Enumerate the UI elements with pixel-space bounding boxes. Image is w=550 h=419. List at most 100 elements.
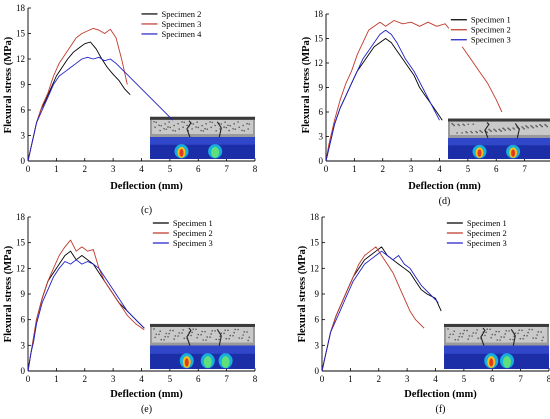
speckle-dot bbox=[173, 125, 175, 127]
speckle-dot bbox=[165, 333, 167, 335]
beam-top-edge bbox=[448, 119, 550, 122]
speckle-dot bbox=[181, 332, 183, 334]
legend-label: Specimen 3 bbox=[162, 19, 202, 29]
speckle-dot bbox=[458, 336, 460, 338]
speckle-dot bbox=[192, 123, 194, 125]
speckle-dot bbox=[153, 328, 155, 330]
speckle-dot bbox=[196, 337, 198, 339]
speckle-dot bbox=[485, 331, 487, 333]
speckle-dot bbox=[210, 333, 212, 335]
speckle-dot bbox=[238, 127, 240, 129]
speckle-dot bbox=[472, 332, 474, 334]
speckle-dot bbox=[228, 130, 230, 132]
speckle-dot bbox=[495, 331, 497, 333]
speckle-dot bbox=[232, 128, 234, 130]
speckle-dot bbox=[466, 330, 468, 332]
contour-band bbox=[150, 137, 255, 145]
speckle-dot bbox=[229, 125, 231, 127]
speckle-dot bbox=[200, 130, 202, 132]
speckle-dot bbox=[498, 331, 500, 333]
speckle-dot bbox=[528, 329, 530, 331]
speckle-dot bbox=[540, 331, 542, 333]
speckle-dot bbox=[168, 333, 170, 335]
speckle-dot bbox=[477, 338, 479, 340]
speckle-dot bbox=[225, 338, 227, 340]
speckle-dot bbox=[224, 121, 226, 123]
y-tick-label: 6 bbox=[21, 105, 26, 115]
legend-label: Specimen 2 bbox=[173, 228, 213, 238]
speckle-dot bbox=[192, 328, 194, 330]
x-tick-label: 3 bbox=[111, 374, 116, 384]
speckle-dot bbox=[494, 334, 496, 336]
speckle-dot bbox=[475, 332, 477, 334]
x-tick-label: 0 bbox=[26, 164, 31, 174]
speckle-dot bbox=[211, 122, 213, 124]
legend-label: Specimen 3 bbox=[467, 238, 507, 248]
x-tick-label: 5 bbox=[168, 374, 173, 384]
stress-hotspot bbox=[503, 356, 511, 368]
speckle-dot bbox=[499, 339, 501, 341]
x-tick-label: 6 bbox=[196, 164, 201, 174]
speckle-dot bbox=[468, 335, 470, 337]
speckle-dot bbox=[183, 122, 185, 124]
speckle-dot bbox=[463, 125, 465, 127]
speckle-dot bbox=[521, 330, 523, 332]
speckle-dot bbox=[224, 329, 226, 331]
speckle-dot bbox=[190, 335, 192, 337]
speckle-dot bbox=[195, 328, 197, 330]
x-tick-label: 2 bbox=[83, 374, 88, 384]
x-tick-label: 5 bbox=[466, 164, 471, 174]
speckle-dot bbox=[197, 334, 199, 336]
speckle-dot bbox=[209, 336, 211, 338]
speckle-dot bbox=[508, 330, 510, 332]
x-tick-label: 2 bbox=[377, 374, 382, 384]
speckle-dot bbox=[476, 329, 478, 331]
speckle-dot bbox=[458, 125, 460, 127]
chart-panel-e: 03691215180 1 2 3 4 5 6 7 8Flexural stress (MPa)… bbox=[3, 212, 258, 415]
x-tick-label: 6 bbox=[196, 374, 201, 384]
x-axis-label: Deflection (mm) bbox=[404, 389, 477, 400]
speckle-dot bbox=[153, 121, 155, 123]
speckle-dot bbox=[209, 121, 211, 123]
speckle-dot bbox=[182, 329, 184, 331]
speckle-dot bbox=[491, 334, 493, 336]
stress-hotspot bbox=[511, 149, 515, 157]
contour-band bbox=[150, 346, 255, 354]
speckle-dot bbox=[527, 127, 529, 129]
speckle-dot bbox=[234, 128, 236, 130]
y-tick-label: 0 bbox=[21, 366, 26, 376]
y-tick-label: 3 bbox=[319, 132, 324, 142]
speckle-dot bbox=[241, 130, 243, 132]
x-tick-label: 4 bbox=[139, 164, 144, 174]
speckle-dot bbox=[246, 331, 248, 333]
speckle-dot bbox=[155, 333, 157, 335]
speckle-dot bbox=[206, 128, 208, 130]
series-line-specimen-2 bbox=[28, 42, 130, 161]
x-tick-label: 2 bbox=[381, 164, 386, 174]
contour-band bbox=[448, 138, 550, 145]
speckle-dot bbox=[542, 336, 544, 338]
speckle-dot bbox=[191, 128, 193, 130]
speckle-dot bbox=[449, 333, 451, 335]
speckle-dot bbox=[466, 132, 468, 134]
speckle-dot bbox=[472, 123, 474, 125]
speckle-dot bbox=[248, 123, 250, 125]
series-line-specimen-2 bbox=[28, 240, 144, 371]
legend-label: Specimen 2 bbox=[467, 228, 507, 238]
inset-image bbox=[150, 324, 255, 369]
speckle-dot bbox=[523, 128, 525, 130]
speckle-dot bbox=[169, 330, 171, 332]
series-line-specimen-3 bbox=[322, 251, 438, 371]
legend-label: Specimen 1 bbox=[467, 218, 507, 228]
speckle-dot bbox=[178, 332, 180, 334]
speckle-dot bbox=[200, 334, 202, 336]
speckle-dot bbox=[197, 127, 199, 129]
speckle-dot bbox=[210, 126, 212, 128]
y-tick-label: 6 bbox=[315, 315, 320, 325]
speckle-dot bbox=[453, 330, 455, 332]
speckle-dot bbox=[163, 339, 165, 341]
speckle-dot bbox=[536, 126, 538, 128]
